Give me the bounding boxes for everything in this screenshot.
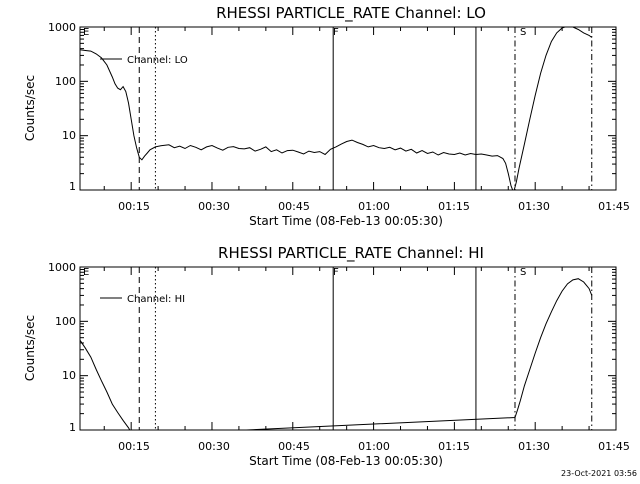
y-tick-label-lo-100: 100 <box>55 75 76 88</box>
series-line-hi-0 <box>80 278 593 430</box>
x-tick-label-hi-0100: 01:00 <box>358 440 390 453</box>
footer-timestamp: 23-Oct-2021 03:56 <box>561 469 637 478</box>
plot-panel-hi <box>79 266 617 431</box>
x-axis-label-hi: Start Time (08-Feb-13 00:05:30) <box>249 454 443 468</box>
y-tick-label-lo-10: 10 <box>62 129 76 142</box>
y-tick-label-hi-100: 100 <box>55 315 76 328</box>
x-axis-label-lo: Start Time (08-Feb-13 00:05:30) <box>249 214 443 228</box>
x-tick-label-hi-0015: 00:15 <box>118 440 150 453</box>
marker-label-hi-f: F <box>333 267 339 278</box>
marker-label-hi-e: E <box>83 267 89 278</box>
marker-label-lo-s: S <box>520 27 526 38</box>
x-tick-label-lo-0030: 00:30 <box>198 200 230 213</box>
y-tick-label-hi-1: 1 <box>69 421 76 434</box>
legend-label-lo: Channel: LO <box>127 55 188 66</box>
marker-label-lo-e: E <box>83 27 89 38</box>
chart-title-lo: RHESSI PARTICLE_RATE Channel: LO <box>216 4 486 23</box>
marker-label-lo-f: F <box>333 27 339 38</box>
y-tick-label-lo-1: 1 <box>69 180 76 193</box>
y-tick-label-hi-10: 10 <box>62 369 76 382</box>
x-tick-label-lo-0100: 01:00 <box>358 200 390 213</box>
x-tick-label-lo-0115: 01:15 <box>438 200 470 213</box>
x-tick-label-hi-0030: 00:30 <box>198 440 230 453</box>
y-axis-label-hi: Counts/sec <box>23 315 37 381</box>
series-line-lo-0 <box>80 27 593 190</box>
chart-title-hi: RHESSI PARTICLE_RATE Channel: HI <box>218 244 484 263</box>
legend-label-hi: Channel: HI <box>127 294 185 305</box>
x-tick-label-hi-0045: 00:45 <box>278 440 310 453</box>
x-tick-label-hi-0145: 01:45 <box>598 440 630 453</box>
y-tick-label-lo-1000: 1000 <box>48 21 76 34</box>
x-tick-label-lo-0130: 01:30 <box>518 200 550 213</box>
x-tick-label-lo-0145: 01:45 <box>598 200 630 213</box>
x-tick-label-hi-0130: 01:30 <box>518 440 550 453</box>
marker-label-hi-s: S <box>520 267 526 278</box>
x-tick-label-lo-0045: 00:45 <box>278 200 310 213</box>
y-tick-label-hi-1000: 1000 <box>48 261 76 274</box>
plot-panel-lo <box>79 26 617 191</box>
x-tick-label-lo-0015: 00:15 <box>118 200 150 213</box>
y-axis-label-lo: Counts/sec <box>23 75 37 141</box>
x-tick-label-hi-0115: 01:15 <box>438 440 470 453</box>
